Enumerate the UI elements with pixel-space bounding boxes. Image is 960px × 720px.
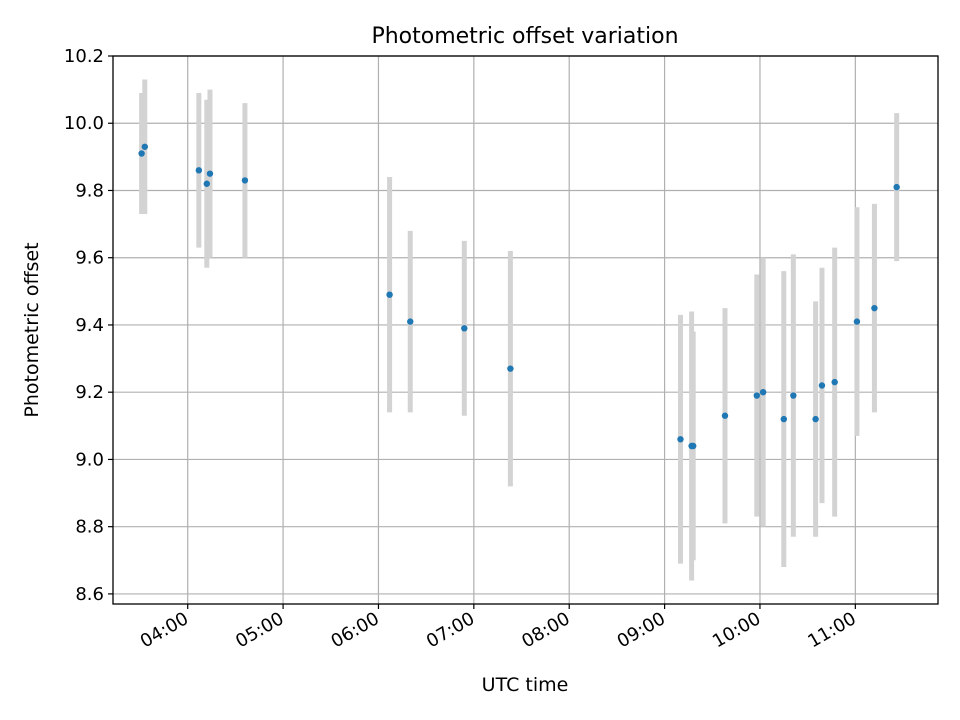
error-bar-layer [139,79,900,581]
data-point [759,388,767,396]
data-point [141,143,148,150]
x-tick-label: 07:00 [423,608,478,652]
data-point [677,436,684,443]
x-tick-label: 05:00 [232,608,287,652]
data-point [386,291,393,298]
y-tick-label: 9.6 [75,248,104,269]
y-tick-label: 10.2 [64,46,104,67]
data-point-layer [138,143,900,450]
y-tick-label: 10.0 [64,113,104,134]
data-point [206,170,214,177]
y-tick-label: 8.8 [75,517,104,538]
x-tick-label: 06:00 [328,608,383,652]
data-point [780,415,788,423]
data-point [195,167,203,174]
x-tick-label: 04:00 [137,608,192,652]
y-tick-label: 9.0 [75,449,104,470]
data-point [138,150,145,157]
data-point [690,442,697,450]
x-tick-label: 11:00 [804,608,859,652]
data-point [507,365,514,372]
y-tick-label: 9.8 [75,180,104,201]
data-point [721,412,729,419]
y-axis-label: Photometric offset [21,242,43,417]
data-point [871,304,878,312]
data-point [241,177,249,184]
chart-title: Photometric offset variation [371,24,678,49]
x-tick-label: 08:00 [518,608,573,652]
data-point [812,415,819,423]
y-tick-label: 9.4 [75,315,104,336]
x-tick-label: 10:00 [709,608,764,652]
data-point [753,392,760,399]
plot-frame [112,55,939,605]
data-point [893,183,900,191]
data-point [790,392,797,399]
x-axis-label: UTC time [482,674,569,696]
y-tick-label: 9.2 [75,382,104,403]
data-point [831,378,838,386]
data-point [853,318,861,325]
data-point [818,382,826,389]
data-point [203,180,210,187]
y-tick-label: 8.6 [75,584,104,605]
x-tick-label: 09:00 [614,608,669,652]
data-point [461,325,468,332]
data-point [407,318,414,325]
